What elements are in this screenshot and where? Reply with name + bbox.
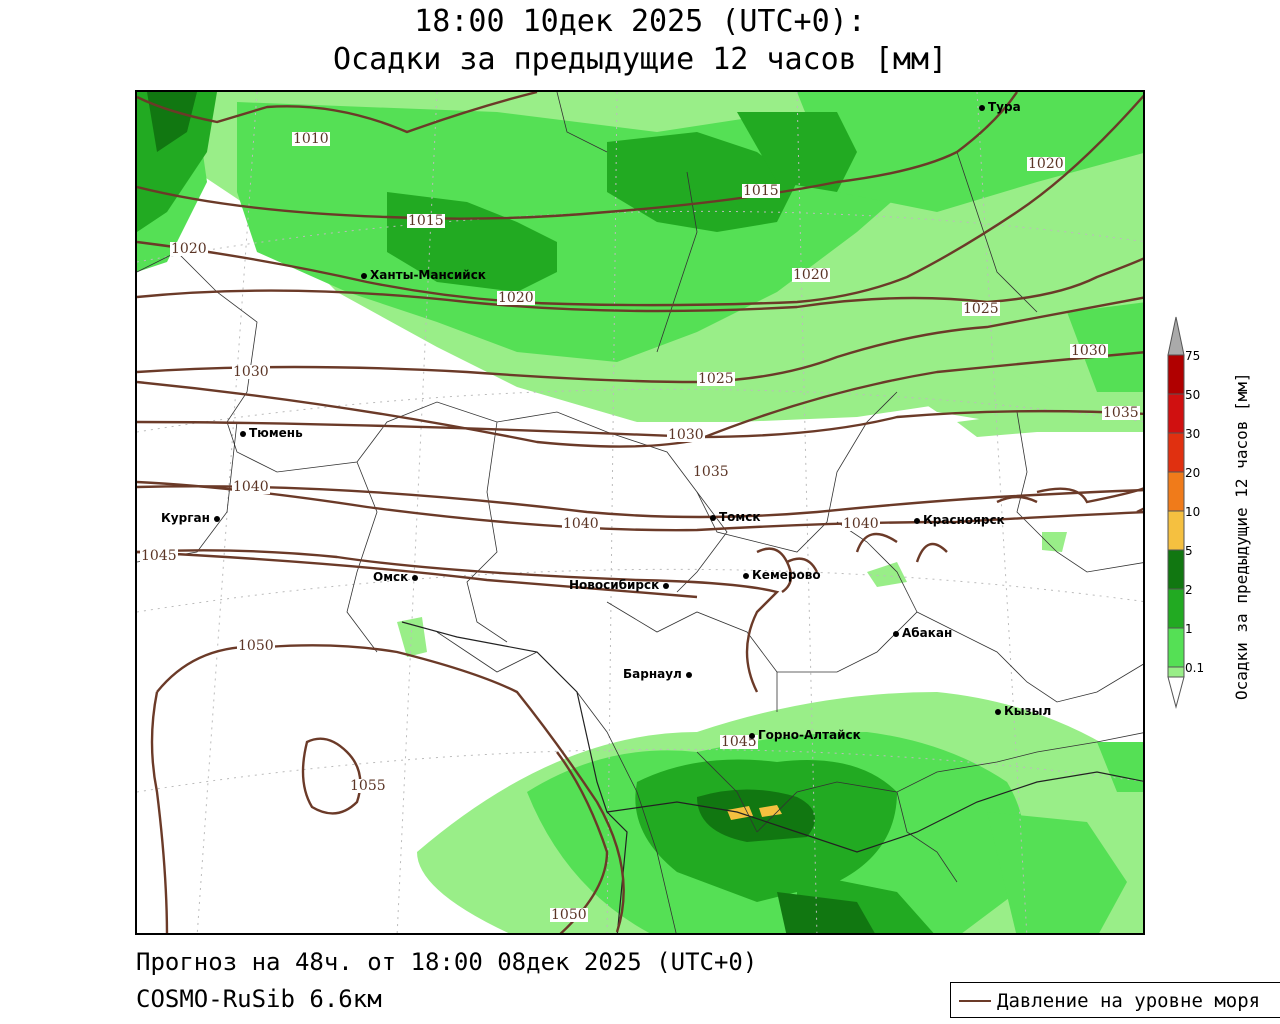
city-tyumen: Тюмень	[240, 426, 303, 440]
scale-tick: 2	[1185, 583, 1193, 597]
city-marker	[663, 582, 670, 589]
city-khanty-mansiysk: Ханты-Мансийск	[361, 268, 486, 282]
scale-box-75	[1167, 354, 1185, 395]
isobar-label: 1050	[550, 907, 588, 923]
city-tura: Тура	[979, 100, 1021, 114]
city-marker	[710, 514, 716, 521]
isobar-label: 1045	[720, 734, 758, 750]
city-marker	[995, 708, 1001, 715]
scale-under-arrow	[1167, 676, 1185, 709]
scale-box-10	[1167, 510, 1185, 551]
scale-box-30	[1167, 432, 1185, 473]
city-marker	[893, 630, 899, 637]
scale-tick: 0.1	[1185, 661, 1205, 675]
map-title-time: 18:00 10дек 2025 (UTC+0):	[414, 4, 866, 39]
isobar-label: 1035	[1102, 405, 1140, 421]
city-krasnoyarsk: Красноярск	[914, 513, 1005, 527]
scale-tick: 20	[1185, 466, 1201, 480]
city-kyzyl: Кызыл	[995, 704, 1051, 718]
isobar-label: 1040	[562, 516, 600, 532]
isobar-label: 1050	[237, 638, 275, 654]
scale-box-50	[1167, 393, 1185, 434]
city-gorno-altaysk: Горно-Алтайск	[749, 728, 861, 742]
isobar-label: 1035	[692, 464, 730, 480]
isobar-label: 1040	[232, 479, 270, 495]
pressure-legend: Давление на уровне моря	[950, 982, 1280, 1018]
isobar-label: 1030	[667, 427, 705, 443]
isobar-label: 1020	[792, 267, 830, 283]
model-name: COSMO-RuSib 6.6км	[136, 985, 382, 1013]
scale-tick: 30	[1185, 427, 1201, 441]
isobar-label: 1020	[170, 241, 208, 257]
city-kurgan: Курган	[161, 511, 223, 525]
scale-tick: 1	[1185, 622, 1193, 636]
isobar-label: 1055	[349, 778, 387, 794]
scale-tick: 10	[1185, 505, 1201, 519]
isobar-label: 1020	[1027, 156, 1065, 172]
scale-tick: 50	[1185, 388, 1201, 402]
city-tomsk: Томск	[710, 510, 761, 524]
city-marker	[214, 515, 221, 522]
country-border	[401, 621, 1143, 933]
scale-box-0-1	[1167, 666, 1185, 678]
scale-over-arrow	[1167, 316, 1185, 356]
scale-box-1	[1167, 627, 1185, 668]
isobar-label: 1045	[140, 548, 178, 564]
isobar-label: 1025	[962, 301, 1000, 317]
city-marker	[743, 572, 749, 579]
precip-color-scale: 75 50 30 20 10 5 2 1 0.1	[1165, 315, 1255, 710]
pressure-legend-label: Давление на уровне моря	[997, 990, 1261, 1012]
city-marker	[749, 732, 755, 739]
scale-bar	[1167, 316, 1185, 709]
isobar-label: 1010	[292, 131, 330, 147]
scale-tick: 5	[1185, 544, 1193, 558]
city-novosibirsk: Новосибирск	[569, 578, 672, 592]
scale-box-20	[1167, 471, 1185, 512]
scale-title: Осадки за предыдущие 12 часов [мм]	[1232, 372, 1251, 700]
city-barnaul: Барнаул	[623, 667, 695, 681]
city-marker	[240, 430, 246, 437]
city-marker	[412, 574, 419, 581]
scale-box-5	[1167, 549, 1185, 590]
map-title-variable: Осадки за предыдущие 12 часов [мм]	[332, 42, 948, 77]
city-marker	[361, 272, 367, 279]
city-marker	[914, 517, 920, 524]
isobar-label: 1025	[697, 371, 735, 387]
isobar-label: 1040	[842, 516, 880, 532]
city-abakan: Абакан	[893, 626, 952, 640]
city-marker	[686, 671, 693, 678]
isobar-label: 1015	[407, 213, 445, 229]
isobar-label: 1030	[232, 364, 270, 380]
forecast-run-info: Прогноз на 48ч. от 18:00 08дек 2025 (UTC…	[136, 948, 758, 976]
scale-tick: 75	[1185, 349, 1201, 363]
isobar-line-sample	[959, 1000, 991, 1002]
city-marker	[979, 104, 985, 111]
city-kemerovo: Кемерово	[743, 568, 821, 582]
precipitation-map: 1010 1015 1015 1020 1020 1020 1020 1025 …	[135, 90, 1145, 935]
isobar-label: 1015	[742, 183, 780, 199]
map-canvas	[137, 92, 1143, 933]
scale-box-2	[1167, 588, 1185, 629]
city-omsk: Омск	[373, 570, 421, 584]
isobar-label: 1020	[497, 290, 535, 306]
isobar-label: 1030	[1070, 343, 1108, 359]
